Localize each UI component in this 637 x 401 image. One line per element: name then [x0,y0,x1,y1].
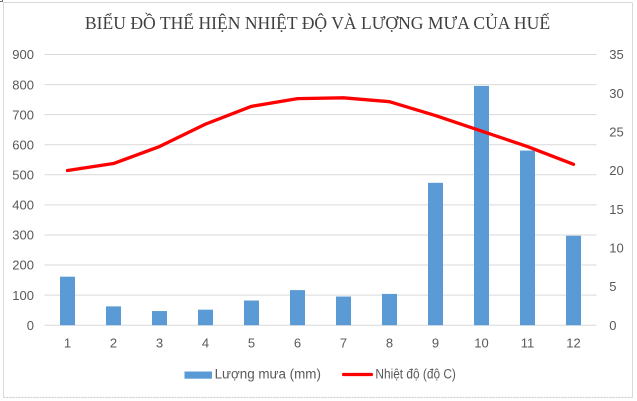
svg-text:200: 200 [12,258,34,273]
svg-text:3: 3 [156,335,163,350]
svg-text:35: 35 [609,47,623,62]
svg-text:8: 8 [386,335,393,350]
svg-text:25: 25 [609,125,623,140]
svg-text:11: 11 [521,335,535,350]
svg-text:12: 12 [566,335,580,350]
svg-text:100: 100 [12,288,34,303]
svg-text:Lượng mưa (mm): Lượng mưa (mm) [215,367,321,382]
svg-text:6: 6 [294,335,301,350]
svg-text:900: 900 [12,47,34,62]
svg-text:20: 20 [609,163,623,178]
svg-text:7: 7 [340,335,347,350]
svg-text:10: 10 [609,241,623,256]
svg-text:0: 0 [27,318,34,333]
svg-text:2: 2 [110,335,117,350]
svg-text:300: 300 [12,228,34,243]
svg-text:Nhiệt độ (độ C): Nhiệt độ (độ C) [375,367,456,382]
svg-text:600: 600 [12,137,34,152]
svg-text:5: 5 [248,335,255,350]
svg-text:1: 1 [64,335,71,350]
svg-text:0: 0 [609,318,616,333]
svg-text:4: 4 [202,335,209,350]
svg-text:15: 15 [609,202,623,217]
svg-text:5: 5 [609,279,616,294]
svg-text:BIỂU ĐỒ THỂ HIỆN NHIỆT ĐỘ VÀ L: BIỂU ĐỒ THỂ HIỆN NHIỆT ĐỘ VÀ LƯỢNG MƯA C… [85,13,550,33]
svg-text:400: 400 [12,198,34,213]
svg-text:9: 9 [432,335,439,350]
svg-text:500: 500 [12,168,34,183]
svg-text:30: 30 [609,86,623,101]
svg-text:10: 10 [474,335,488,350]
svg-text:700: 700 [12,107,34,122]
svg-text:800: 800 [12,77,34,92]
